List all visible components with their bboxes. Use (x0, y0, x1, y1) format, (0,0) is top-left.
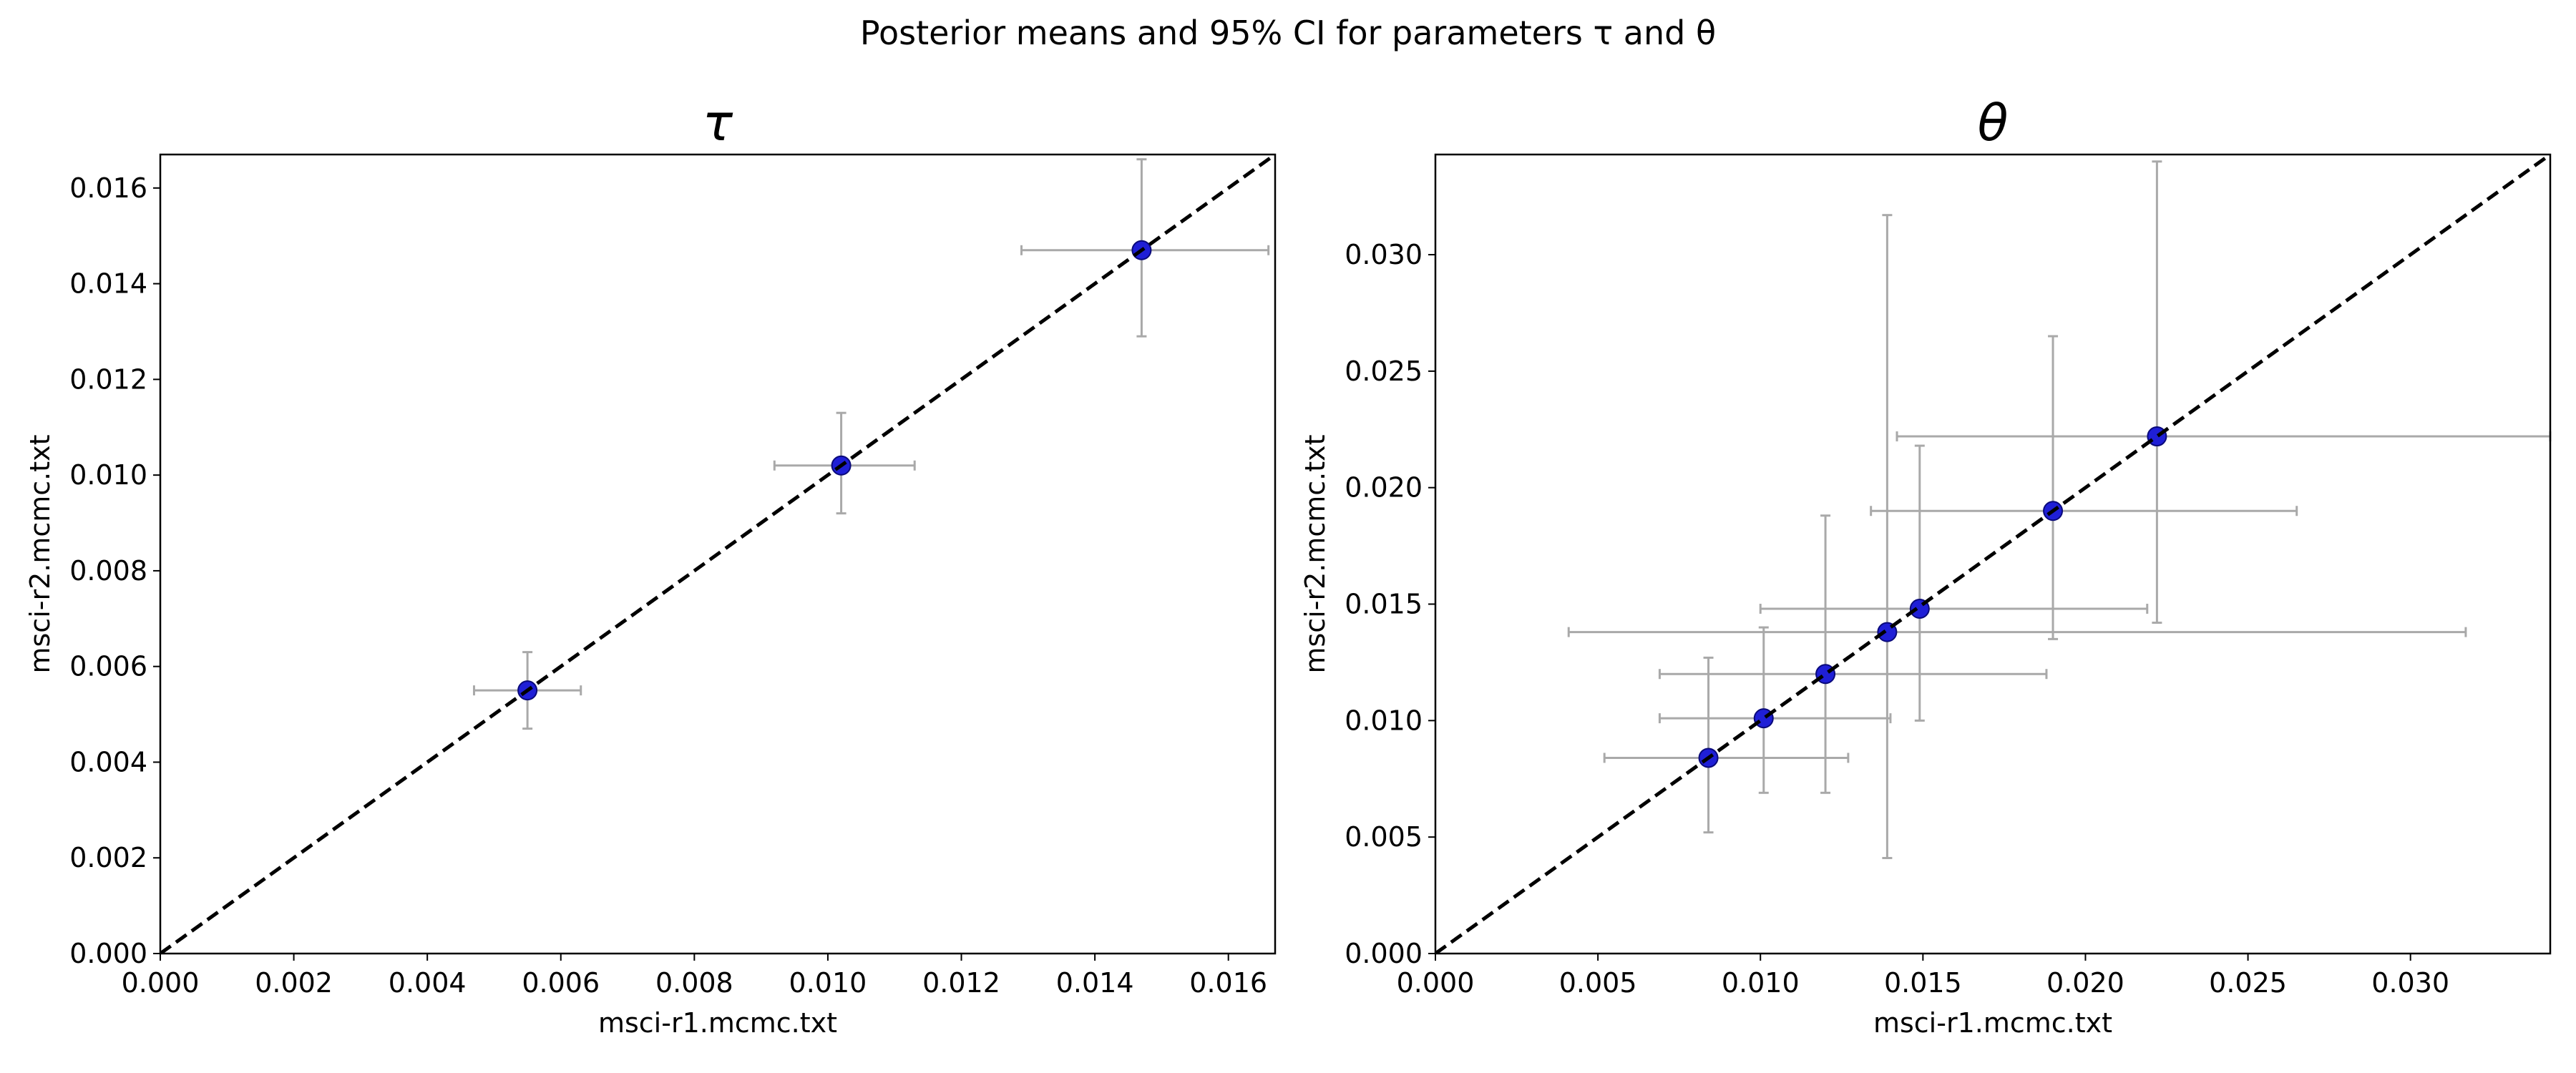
theta-x-tick-label: 0.010 (1722, 967, 1800, 999)
tau-y-tick-label: 0.012 (69, 363, 147, 395)
tau-x-tick-label: 0.000 (122, 967, 200, 999)
tau-identity-line (160, 155, 1275, 954)
tau-x-tick-label: 0.014 (1056, 967, 1134, 999)
tau-panel-title: τ (703, 94, 733, 152)
tau-x-axis-label: msci-r1.mcmc.txt (598, 1007, 837, 1039)
tau-x-tick-label: 0.012 (922, 967, 1000, 999)
tau-y-tick-label: 0.006 (69, 651, 147, 682)
theta-axes-frame (1434, 153, 2552, 955)
theta-panel-title: θ (1978, 94, 2009, 152)
theta-panel: θ 0.000 0.005 0.010 0.015 0.020 0.025 0.030 0.00… (1299, 94, 2552, 1039)
tau-axes-frame (159, 153, 1277, 955)
tau-x-tick-label: 0.010 (789, 967, 867, 999)
figure-suptitle: Posterior means and 95% CI for parameter… (860, 14, 1716, 52)
theta-x-tick-label: 0.025 (2209, 967, 2287, 999)
tau-y-tick-label: 0.016 (69, 172, 147, 204)
theta-y-tick-label: 0.020 (1345, 472, 1423, 504)
theta-y-tick-label: 0.010 (1345, 705, 1423, 736)
theta-x-axis-label: msci-r1.mcmc.txt (1873, 1007, 2112, 1039)
tau-y-tick-label: 0.004 (69, 746, 147, 778)
theta-y-tick-label: 0.005 (1345, 821, 1423, 853)
tau-y-tick-label: 0.014 (69, 268, 147, 300)
theta-identity-line (1435, 155, 2550, 954)
tau-panel: τ 0.000 0.002 0.004 0.006 0.008 0.010 0.012 0.01… (24, 94, 1277, 1039)
tau-x-tick-label: 0.002 (255, 967, 333, 999)
theta-y-tick-label: 0.000 (1345, 938, 1423, 969)
theta-x-tick-label: 0.030 (2371, 967, 2449, 999)
theta-x-tick-label: 0.005 (1559, 967, 1637, 999)
theta-y-tick-label: 0.025 (1345, 356, 1423, 387)
tau-y-tick-label: 0.010 (69, 459, 147, 491)
tau-y-tick-label: 0.002 (69, 842, 147, 873)
theta-x-tick-label: 0.015 (1884, 967, 1962, 999)
tau-x-tick-label: 0.016 (1189, 967, 1267, 999)
theta-y-tick-label: 0.030 (1345, 239, 1423, 270)
tau-y-tick-label: 0.008 (69, 555, 147, 587)
theta-x-tick-label: 0.000 (1397, 967, 1475, 999)
tau-x-tick-label: 0.006 (522, 967, 600, 999)
theta-y-tick-label: 0.015 (1345, 589, 1423, 620)
tau-y-tick-label: 0.000 (69, 938, 147, 969)
tau-x-tick-label: 0.008 (655, 967, 733, 999)
tau-y-axis-label: msci-r2.mcmc.txt (24, 434, 56, 673)
theta-y-axis-label: msci-r2.mcmc.txt (1299, 434, 1331, 673)
tau-x-tick-label: 0.004 (389, 967, 467, 999)
theta-x-tick-label: 0.020 (2046, 967, 2124, 999)
